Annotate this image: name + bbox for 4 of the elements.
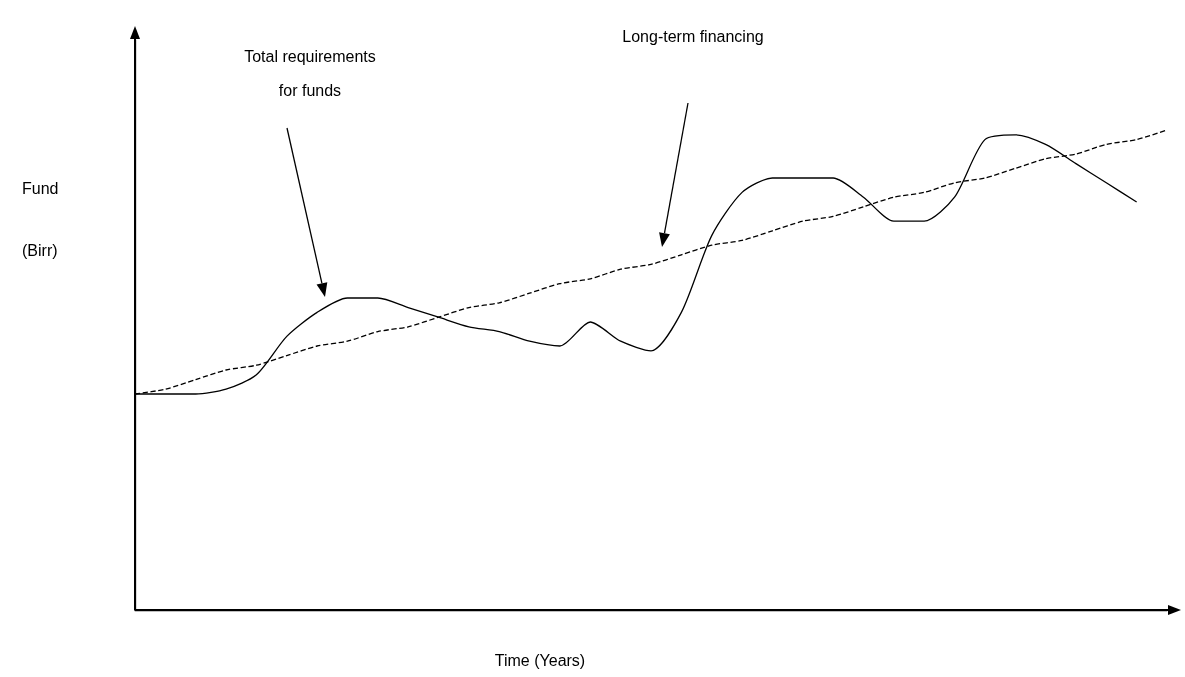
text: Fund (Birr) (22, 180, 59, 260)
text: Total requirements for funds (243, 47, 377, 101)
x-axis-title: Time (Years) (493, 652, 587, 670)
text: Long-term financing (621, 28, 765, 46)
